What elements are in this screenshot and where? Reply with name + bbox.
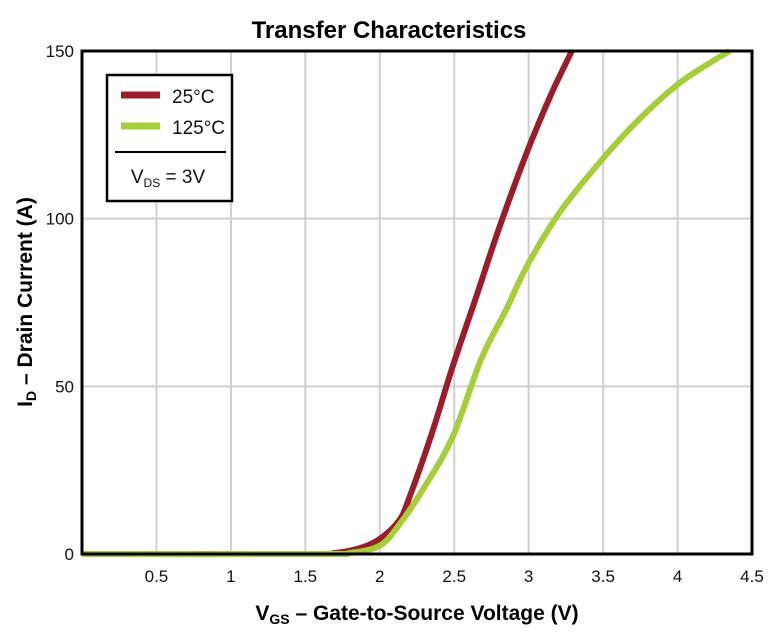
legend-label-125c: 125°C (172, 118, 225, 139)
x-tick-label: 1.5 (294, 567, 318, 586)
x-tick-label: 4 (673, 567, 682, 586)
legend: 25°C 125°C VDS = 3V (105, 73, 234, 203)
y-tick-label: 50 (55, 377, 74, 396)
chart-title: Transfer Characteristics (252, 17, 527, 44)
x-tick-label: 3.5 (591, 567, 615, 586)
plot-frame (80, 49, 754, 556)
y-axis-label: ID – Drain Current (A) (14, 197, 39, 407)
tick-labels: 0.5 1 1.5 2 2.5 3 3.5 4 4.5 0 50 100 150 (46, 42, 764, 586)
y-tick-label: 100 (46, 210, 74, 229)
legend-vds-note: VDS = 3V (131, 167, 206, 190)
y-tick-label: 0 (65, 545, 74, 564)
legend-label-25c: 25°C (172, 87, 214, 108)
y-tick-label: 150 (46, 42, 74, 61)
x-tick-label: 4.5 (740, 567, 764, 586)
x-tick-label: 2.5 (442, 567, 466, 586)
x-axis-label: VGS – Gate-to-Source Voltage (V) (255, 602, 578, 627)
x-tick-label: 1 (226, 567, 235, 586)
x-tick-label: 0.5 (145, 567, 169, 586)
x-tick-label: 3 (524, 567, 533, 586)
x-tick-label: 2 (375, 567, 384, 586)
